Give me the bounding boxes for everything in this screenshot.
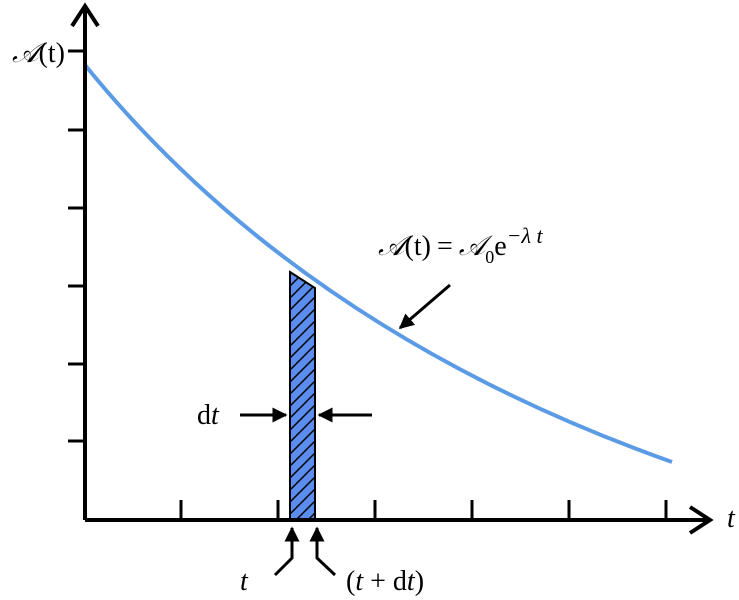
y-axis-label: 𝒜(t) [12,38,65,69]
strip [289,270,316,521]
x-axis-label: t [727,503,736,534]
arrows [240,283,451,577]
t-plus-dt-label: (t + dt) [346,566,424,597]
curve-formula: 𝒜(t) = 𝒜0e−λ t [378,223,544,267]
axes [68,2,714,535]
t-label: t [240,566,249,597]
decay-curve [83,63,673,464]
dt-label: dt [197,400,220,431]
